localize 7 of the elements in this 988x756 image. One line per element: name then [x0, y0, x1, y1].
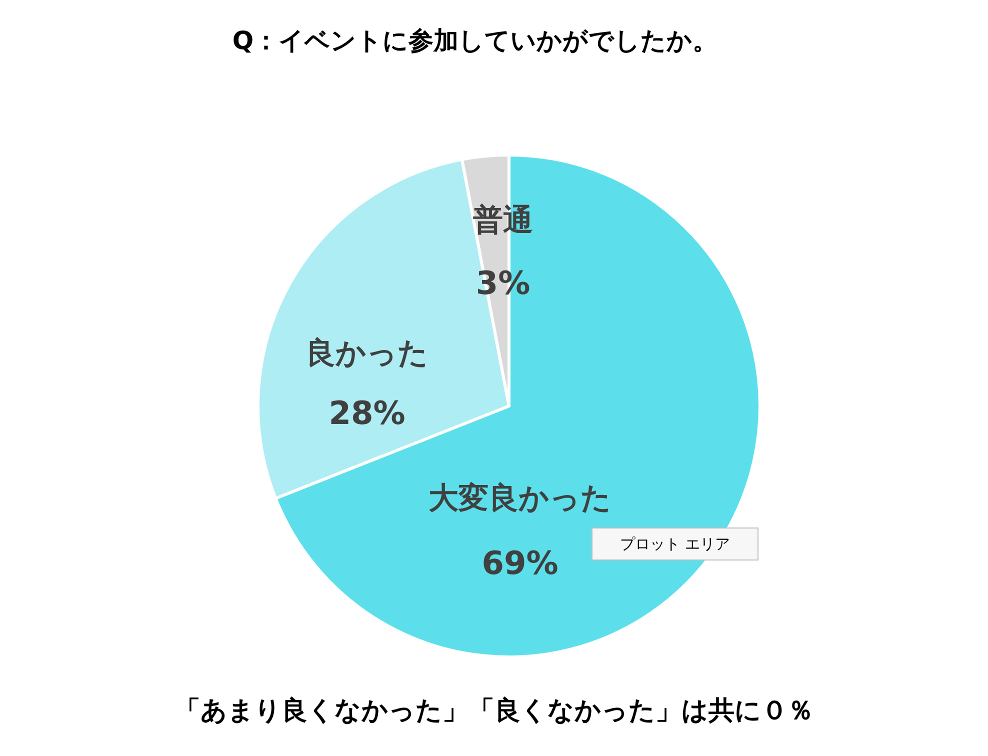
text: 「あまり良くなかった」「良くなかった」は共に０％ — [174, 696, 814, 726]
data-label: 69% — [482, 544, 558, 582]
data-label: 28% — [328, 394, 406, 432]
slice-label: 良かった — [306, 336, 428, 372]
chart-title: Q：イベントに参加していかがでしたか。 — [232, 26, 718, 55]
tooltip: プロット エリア — [592, 528, 758, 560]
slice-label: 大変良かった — [428, 481, 612, 516]
